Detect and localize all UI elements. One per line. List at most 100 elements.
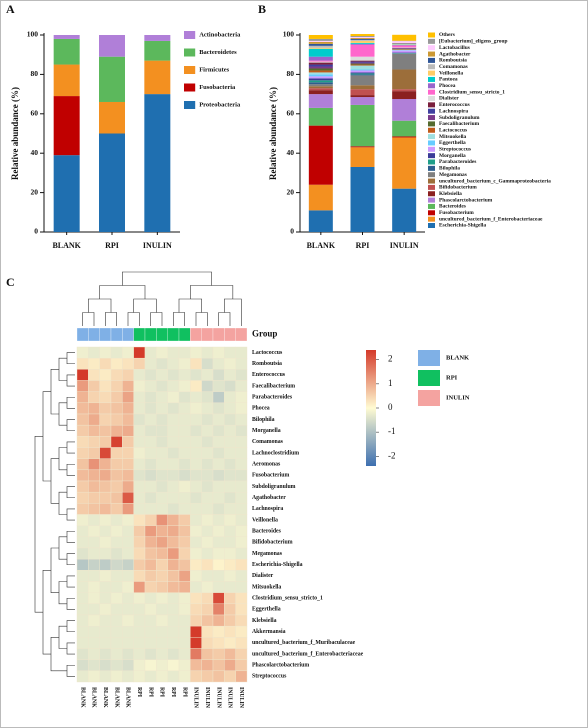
heatmap-cell [190, 491, 202, 504]
row-label: Faecalibacterium [252, 383, 295, 389]
heatmap-cell [178, 637, 191, 649]
heatmap-cell [201, 547, 214, 560]
row-label: Escherichia-Shigella [252, 562, 303, 568]
bar-segment [308, 48, 333, 57]
panel-label: A [6, 2, 15, 16]
heatmap-cell [178, 648, 191, 660]
heatmap-cell [88, 558, 100, 571]
heatmap-cell [99, 570, 112, 582]
heatmap-cell [99, 637, 112, 649]
heatmap-cell [122, 447, 134, 459]
legend-swatch [428, 159, 435, 165]
y-tick-label: 100 [27, 30, 39, 39]
legend-swatch [428, 127, 435, 133]
bar-segment [350, 65, 375, 70]
heatmap-cell [201, 424, 214, 437]
heatmap-cell [156, 391, 168, 404]
heatmap-cell [110, 603, 123, 616]
heatmap-cell [99, 525, 112, 538]
heatmap-cell [144, 447, 157, 459]
heatmap-cell [167, 614, 180, 627]
heatmap-cell [167, 558, 180, 571]
heatmap-cell [133, 436, 146, 448]
heatmap-cell [212, 614, 225, 627]
dendrogram-branch [122, 271, 212, 286]
heatmap-cell [178, 413, 191, 426]
column-label: RPI [159, 687, 165, 698]
heatmap-cell [167, 503, 180, 515]
heatmap-cell [122, 659, 134, 672]
heatmap-cell [144, 469, 157, 482]
heatmap-cell [167, 536, 180, 549]
bar-segment [308, 82, 333, 85]
heatmap-cell [144, 536, 157, 549]
heatmap-cell [235, 670, 248, 683]
heatmap-cell [122, 346, 134, 359]
heatmap-cell [178, 357, 191, 370]
heatmap-cell [76, 391, 89, 404]
legend-label: Lactococcus [439, 127, 467, 133]
y-axis-title: Relative abundance (%) [10, 87, 20, 180]
heatmap-cell [133, 558, 146, 571]
row-label: Megamonas [252, 551, 283, 557]
bar-segment [308, 84, 333, 87]
legend-swatch [428, 223, 435, 228]
colorbar-tick-label: 0 [388, 402, 393, 412]
heatmap-cell [235, 648, 248, 660]
heatmap-cell [167, 402, 180, 415]
heatmap-cell [133, 357, 146, 370]
heatmap-cell [110, 670, 123, 683]
group-cell [212, 327, 225, 342]
heatmap-cell [88, 581, 100, 593]
y-tick-label: 20 [287, 187, 295, 196]
bar-segment [392, 53, 417, 70]
heatmap-cell [88, 346, 100, 359]
colorbar-tick-label: 2 [388, 354, 393, 364]
heatmap-cell [76, 357, 89, 370]
heatmap-cell [235, 514, 248, 526]
legend-label: Pantoea [439, 77, 458, 83]
row-label: Clostridium_sensu_stricto_1 [252, 596, 323, 602]
heatmap-cell [99, 625, 112, 638]
heatmap-cell [235, 413, 248, 426]
heatmap-cell [235, 625, 248, 638]
heatmap-cell [133, 402, 146, 415]
legend-swatch [428, 38, 435, 44]
heatmap-cell [133, 614, 146, 627]
group-cell [122, 327, 134, 342]
heatmap-cell [110, 480, 123, 493]
legend-label: Actinobacteria [199, 31, 241, 38]
bar-segment [392, 34, 417, 41]
heatmap-cell [76, 469, 89, 482]
bar-segment [392, 69, 417, 90]
heatmap-cell [122, 614, 134, 627]
heatmap-cell [133, 581, 146, 593]
heatmap-cell [212, 603, 225, 616]
heatmap-cell [122, 514, 134, 526]
legend-swatch [428, 64, 435, 70]
heatmap-cell [88, 413, 100, 426]
heatmap-cell [201, 648, 214, 660]
heatmap-cell [178, 491, 191, 504]
heatmap-cell [110, 469, 123, 482]
bar-segment [53, 64, 80, 97]
heatmap-cell [224, 625, 236, 638]
bar-segment [392, 120, 417, 137]
heatmap-cell [224, 469, 236, 482]
bar-segment [308, 60, 333, 62]
heatmap-cell [178, 436, 191, 448]
heatmap-cell [178, 659, 191, 672]
heatmap-cell [144, 369, 157, 381]
heatmap-cell [88, 402, 100, 415]
heatmap-cell [110, 357, 123, 370]
heatmap-cell [178, 525, 191, 538]
heatmap-cell [190, 503, 202, 515]
heatmap-cell [190, 357, 202, 370]
x-tick-label: RPI [356, 241, 370, 250]
colorbar-tick-label: -2 [388, 450, 396, 460]
heatmap-cell [144, 592, 157, 605]
group-cell [235, 327, 248, 342]
heatmap-cell [201, 614, 214, 627]
legend-label: Phascolarctobacterium [439, 197, 493, 203]
heatmap-cell [212, 369, 225, 381]
